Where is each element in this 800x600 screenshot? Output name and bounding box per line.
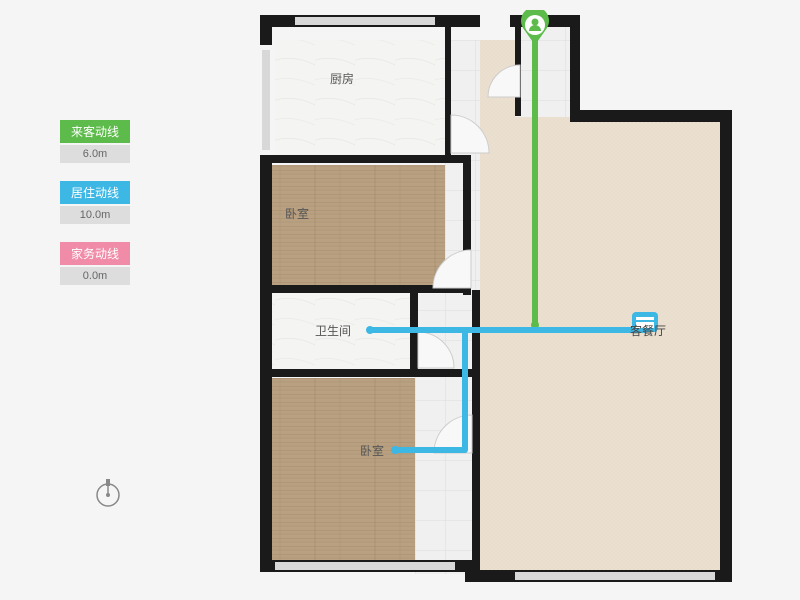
room-kitchen — [275, 40, 445, 155]
label-bathroom: 卫生间 — [315, 322, 351, 339]
label-bedroom1: 卧室 — [285, 205, 309, 222]
legend-item-guest: 来客动线 6.0m — [60, 120, 150, 163]
legend-value-resident: 10.0m — [60, 206, 130, 224]
legend-label-chores: 家务动线 — [60, 242, 130, 265]
legend-panel: 来客动线 6.0m 居住动线 10.0m 家务动线 0.0m — [60, 120, 150, 303]
label-living: 客餐厅 — [630, 322, 666, 339]
label-kitchen: 厨房 — [330, 70, 354, 87]
room-entry — [515, 22, 575, 117]
legend-label-guest: 来客动线 — [60, 120, 130, 143]
label-bedroom2: 卧室 — [360, 442, 384, 459]
legend-item-resident: 居住动线 10.0m — [60, 181, 150, 224]
floorplan: 厨房 卧室 卫生间 卧室 客餐厅 — [235, 10, 745, 585]
compass-icon — [90, 475, 126, 516]
room-living — [480, 115, 725, 575]
path-guest — [531, 30, 539, 329]
floorplan-svg — [235, 10, 745, 585]
legend-value-guest: 6.0m — [60, 145, 130, 163]
legend-value-chores: 0.0m — [60, 267, 130, 285]
legend-item-chores: 家务动线 0.0m — [60, 242, 150, 285]
room-bedroom1 — [268, 165, 463, 285]
legend-label-resident: 居住动线 — [60, 181, 130, 204]
